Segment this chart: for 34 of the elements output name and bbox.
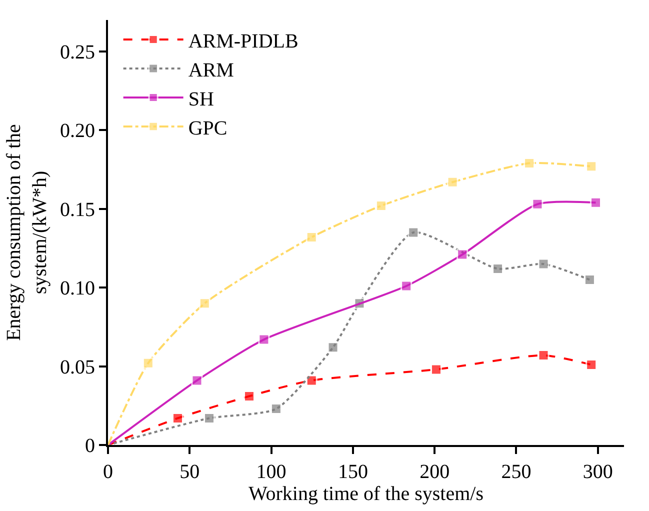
y-tick-label: 0.05 [60, 356, 95, 378]
point [306, 374, 318, 386]
legend-label: GPC [188, 117, 228, 140]
point [590, 196, 602, 208]
point [400, 280, 412, 292]
point [456, 248, 468, 260]
legend-label: SH [188, 88, 214, 110]
y-tick-label: 0.15 [60, 198, 95, 221]
point [408, 226, 420, 238]
x-axis-title: Working time of the system/s [248, 483, 484, 505]
point [191, 374, 203, 386]
point [327, 342, 339, 354]
y-tick-label: 0.10 [60, 278, 95, 300]
x-tick-label: 250 [501, 461, 532, 483]
point [198, 298, 210, 310]
legend-label: ARM-PIDLB [188, 30, 298, 52]
x-tick-label: 0 [103, 461, 113, 483]
y-tick-label: 0.20 [60, 120, 95, 142]
point [586, 160, 598, 172]
legend-label: ARM [188, 59, 234, 82]
y-tick-label: 0.25 [60, 41, 95, 64]
x-tick-label: 300 [582, 461, 613, 483]
point [532, 198, 544, 210]
y-axis-title: Energy consumption of the system/(kW*h) [3, 124, 51, 341]
point [142, 357, 154, 369]
y-tick-label: 0 [85, 435, 95, 457]
x-tick-label: 50 [180, 461, 200, 483]
point [446, 176, 458, 188]
point [258, 334, 270, 346]
point [538, 258, 550, 270]
x-tick-label: 150 [338, 461, 368, 483]
point [430, 364, 442, 376]
x-tick-label: 200 [420, 461, 450, 483]
x-tick-label: 100 [256, 461, 286, 483]
